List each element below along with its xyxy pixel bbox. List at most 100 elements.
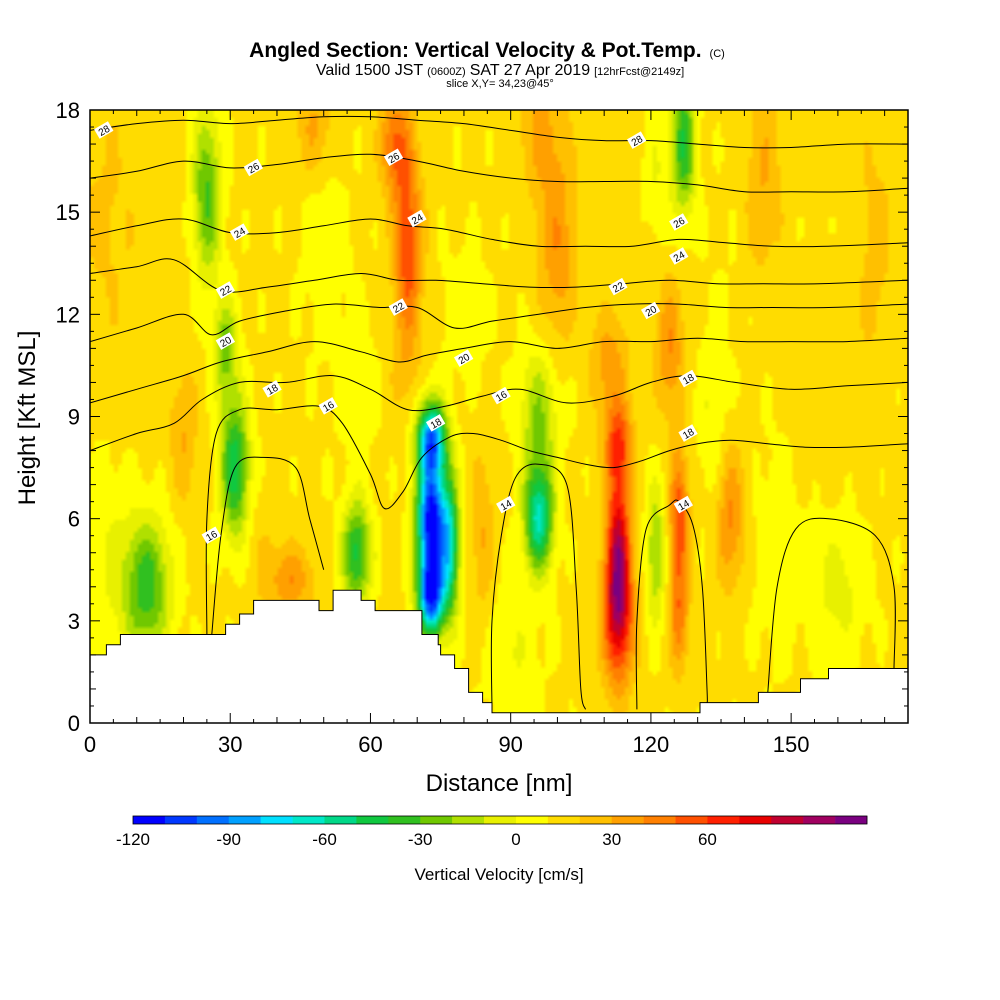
- y-tick-label: 9: [68, 405, 80, 430]
- colorbar-swatch: [324, 816, 357, 824]
- colorbar-label: Vertical Velocity [cm/s]: [414, 865, 583, 884]
- slice-info: slice X,Y= 34,23@45°: [446, 78, 554, 90]
- plot-area: 28 26 24 22 20 18 16 16 26 24 22 20 18 16 14 28 26 24 22 20…: [90, 110, 908, 723]
- velocity-field: [90, 110, 908, 723]
- contour-label-text: 26: [672, 216, 688, 231]
- colorbar-swatch: [739, 816, 772, 824]
- colorbar-swatch: [579, 816, 612, 824]
- x-tick-label: 120: [633, 732, 670, 757]
- x-tick-label: 0: [84, 732, 96, 757]
- colorbar-swatch: [707, 816, 740, 824]
- y-tick-label: 18: [56, 98, 80, 123]
- y-axis-label: Height [Kft MSL]: [14, 331, 41, 506]
- x-tick-label: 60: [358, 732, 382, 757]
- x-tick-label: 30: [218, 732, 242, 757]
- theta-contour-line: [90, 218, 908, 248]
- colorbar-swatch: [292, 816, 325, 824]
- colorbar-tick-label: 60: [698, 830, 717, 849]
- y-tick-label: 12: [56, 302, 80, 327]
- colorbar-swatch: [643, 816, 676, 824]
- theta-contour-line: [90, 337, 908, 404]
- contour-label-bg: [678, 369, 698, 388]
- contour-label-text: 28: [97, 124, 113, 139]
- colorbar-swatch: [228, 816, 261, 824]
- y-tick-label: 15: [56, 200, 80, 225]
- theta-contour-line: [490, 463, 586, 710]
- contour-label: 22: [215, 281, 236, 299]
- contour-label: 28: [626, 131, 647, 149]
- colorbar-swatch: [356, 816, 389, 824]
- colorbar: [132, 815, 868, 825]
- contour-label-text: 22: [219, 284, 235, 299]
- colorbar-swatch: [835, 816, 868, 824]
- contour-label: 18: [425, 414, 446, 432]
- colorbar-tick-label: -30: [408, 830, 433, 849]
- contour-label: 26: [383, 148, 404, 167]
- contour-label-bg: [496, 495, 516, 514]
- contour-label: 24: [229, 223, 250, 241]
- colorbar-swatch: [484, 816, 517, 824]
- contour-label: 28: [94, 121, 114, 139]
- contour-label-bg: [669, 247, 689, 265]
- contour-label: 16: [491, 386, 511, 405]
- contour-label-bg: [383, 148, 404, 167]
- contour-label-bg: [94, 121, 114, 139]
- colorbar-frame: [132, 815, 868, 825]
- contour-label: 14: [673, 495, 694, 513]
- contour-label-text: 20: [644, 304, 660, 319]
- contour-label: 26: [669, 213, 689, 231]
- colorbar-swatch: [771, 816, 804, 824]
- contour-label-bg: [215, 281, 236, 299]
- contour-label: 22: [388, 298, 408, 316]
- contour-label: 16: [201, 526, 221, 545]
- contour-label-text: 14: [677, 498, 693, 513]
- colorbar-swatch: [260, 816, 293, 824]
- contour-label-bg: [678, 424, 698, 442]
- contour-label-bg: [318, 397, 338, 415]
- contour-label-text: 20: [219, 335, 235, 350]
- contour-label-bg: [201, 526, 221, 545]
- contour-label: 24: [669, 247, 689, 265]
- x-axis-label: Distance [nm]: [426, 770, 573, 797]
- contour-label-text: 28: [630, 134, 646, 149]
- contour-label: 22: [608, 277, 628, 296]
- colorbar-swatch: [388, 816, 421, 824]
- colorbar-tick-label: -120: [116, 830, 150, 849]
- y-tick-label: 6: [68, 507, 80, 532]
- colorbar-swatch: [452, 816, 485, 824]
- contour-label: 18: [678, 369, 698, 388]
- contour-label-text: 16: [494, 389, 510, 404]
- colorbar-swatch: [420, 816, 453, 824]
- contour-label-text: 24: [410, 212, 426, 227]
- theta-contour-line: [90, 153, 908, 193]
- colorbar-tick-label: 30: [602, 830, 621, 849]
- contour-label-text: 24: [233, 226, 249, 241]
- contour-labels: 28 26 24 22 20 18 16 16 26 24 22 20 18 16 14 28 26 24 22 20…: [94, 121, 698, 545]
- contour-label-text: 24: [672, 250, 688, 265]
- contour-label: 20: [215, 332, 236, 350]
- contour-label-text: 20: [457, 352, 473, 367]
- contour-label-bg: [608, 277, 628, 296]
- colorbar-tick-label: -90: [216, 830, 241, 849]
- theta-contour-line: [90, 303, 908, 343]
- colorbar-tick-label: -60: [312, 830, 337, 849]
- contour-label: 18: [262, 380, 282, 398]
- colorbar-tick-label: 0: [511, 830, 520, 849]
- contour-label-bg: [626, 131, 647, 149]
- theta-contour-line: [767, 517, 896, 693]
- contour-label-bg: [407, 209, 427, 228]
- contour-label: 20: [453, 349, 474, 367]
- contour-label-text: 18: [265, 382, 281, 397]
- contour-label-bg: [229, 223, 250, 241]
- contour-label-bg: [243, 158, 264, 177]
- contour-label: 16: [318, 397, 338, 415]
- contour-label-bg: [453, 349, 474, 367]
- y-tick-label: 3: [68, 609, 80, 634]
- theta-contour-line: [90, 115, 908, 149]
- colorbar-swatch: [133, 816, 166, 824]
- colorbar-swatch: [515, 816, 549, 824]
- contour-label-bg: [388, 298, 408, 316]
- colorbar-ticks: -120 -90 -60 -30 0 30 60: [116, 830, 717, 849]
- y-tick-label: 0: [68, 711, 80, 736]
